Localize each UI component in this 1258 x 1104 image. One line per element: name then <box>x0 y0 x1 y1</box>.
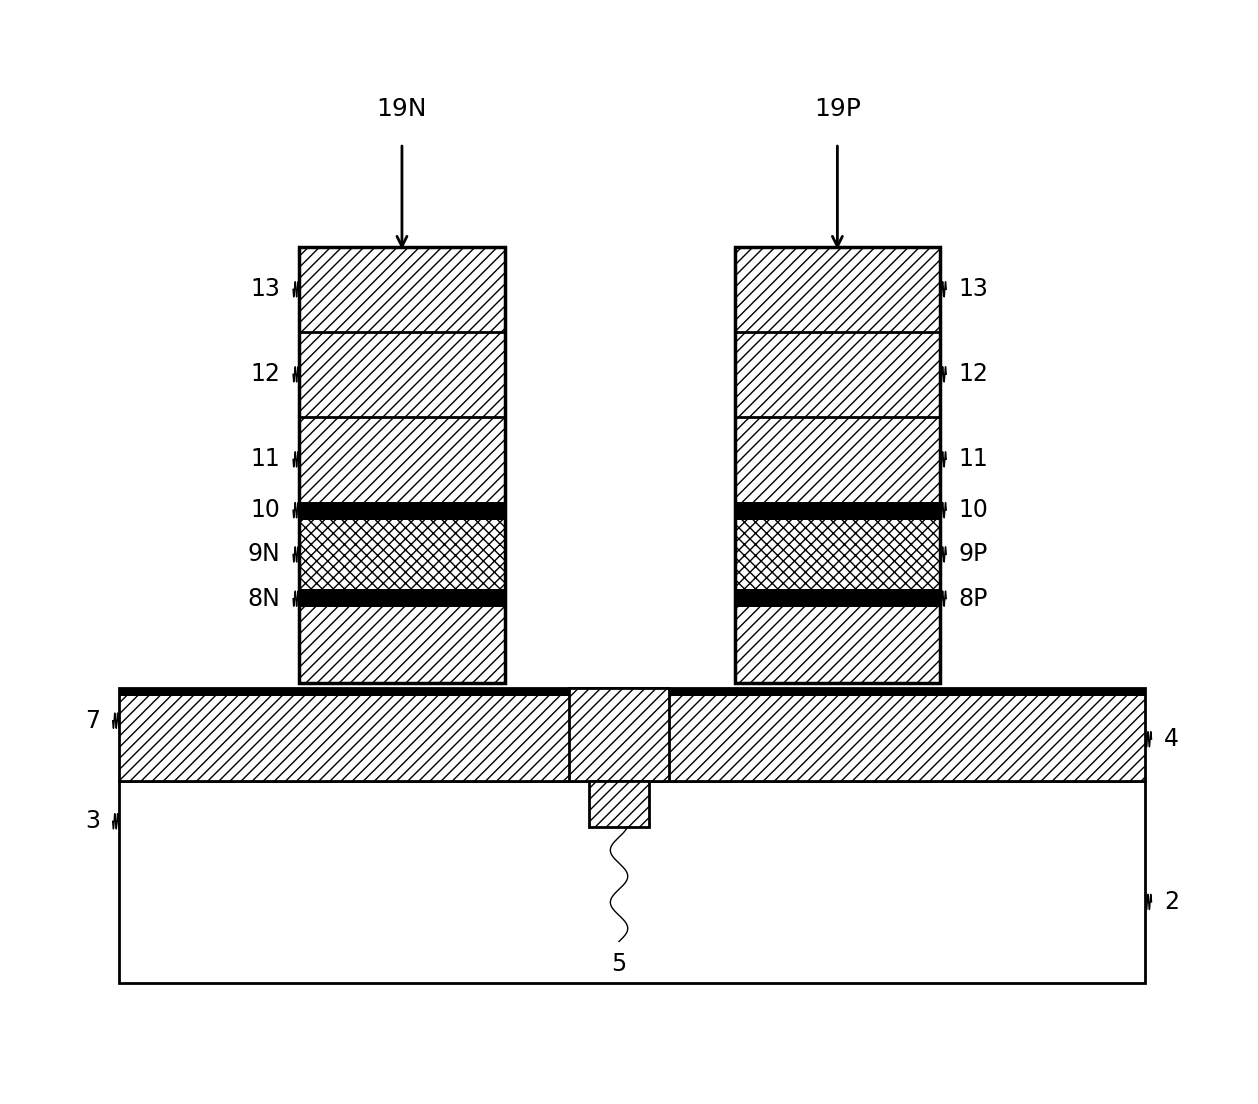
Bar <box>735 417 940 502</box>
Bar <box>299 591 504 607</box>
Bar <box>589 781 649 827</box>
Bar <box>299 502 504 519</box>
Bar <box>735 607 940 682</box>
Text: 3: 3 <box>86 809 101 834</box>
Bar <box>299 247 504 682</box>
Bar <box>299 519 504 591</box>
Text: 8N: 8N <box>248 586 281 611</box>
Bar <box>299 247 504 332</box>
Bar <box>299 332 504 417</box>
Text: 7: 7 <box>86 709 101 733</box>
Bar <box>735 247 940 682</box>
Text: 9P: 9P <box>959 542 988 566</box>
Text: 11: 11 <box>250 447 281 471</box>
Bar <box>735 332 940 417</box>
Bar <box>120 781 1145 983</box>
Bar <box>735 591 940 607</box>
Text: 4: 4 <box>1164 728 1179 751</box>
Text: 5: 5 <box>611 953 626 976</box>
Bar <box>735 502 940 519</box>
Text: 10: 10 <box>959 498 989 522</box>
Text: 10: 10 <box>250 498 281 522</box>
Bar <box>735 519 940 591</box>
Text: 12: 12 <box>250 362 281 386</box>
Text: 13: 13 <box>250 277 281 301</box>
Text: 19P: 19P <box>814 97 860 121</box>
Bar <box>120 688 1145 781</box>
Bar <box>299 607 504 682</box>
Bar <box>299 247 504 682</box>
Bar <box>299 417 504 502</box>
Text: 9N: 9N <box>248 542 281 566</box>
Text: 13: 13 <box>959 277 989 301</box>
Text: 12: 12 <box>959 362 989 386</box>
Text: 11: 11 <box>959 447 989 471</box>
Bar <box>570 688 669 781</box>
Text: 19N: 19N <box>376 97 428 121</box>
Bar <box>735 247 940 682</box>
Bar <box>735 247 940 332</box>
Text: 2: 2 <box>1164 890 1179 914</box>
Bar <box>120 688 1145 696</box>
Text: 8P: 8P <box>959 586 988 611</box>
